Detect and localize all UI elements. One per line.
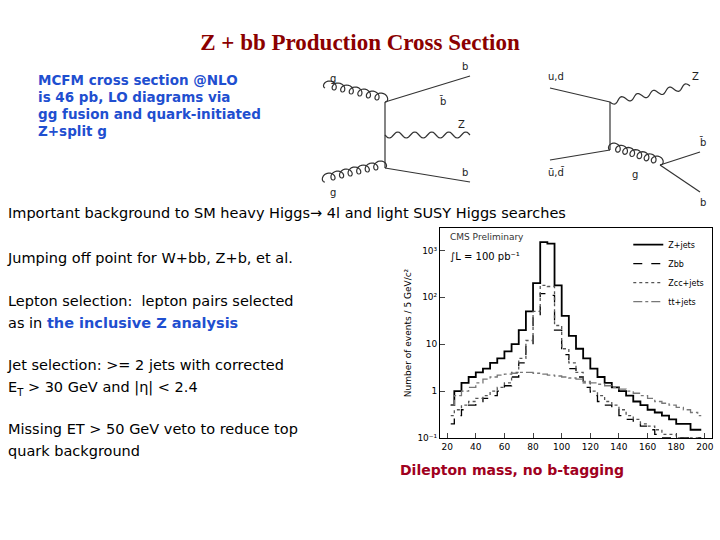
html-text:Z + bb Production Cross Sectio: Z + bb Production Cross Section xyxy=(200,30,520,55)
svg-text:g: g xyxy=(330,73,336,84)
svg-text:tt+jets: tt+jets xyxy=(668,298,695,307)
svg-text:b̄: b̄ xyxy=(700,136,707,148)
svg-text:ū,d̄: ū,d̄ xyxy=(548,166,564,178)
svg-text:∫L = 100 pb⁻¹: ∫L = 100 pb⁻¹ xyxy=(450,251,520,262)
svg-text:160: 160 xyxy=(639,442,656,452)
svg-text:10: 10 xyxy=(426,339,438,349)
svg-text:b: b xyxy=(462,61,468,72)
svg-text:Number of events / 5 GeV/c²: Number of events / 5 GeV/c² xyxy=(403,268,413,397)
svg-text:b: b xyxy=(462,167,468,178)
svg-text:60: 60 xyxy=(499,442,511,452)
svg-text:Z: Z xyxy=(458,119,465,130)
svg-text:Z+jets: Z+jets xyxy=(668,241,695,250)
svg-text:Zbb: Zbb xyxy=(668,260,684,269)
html-text:Jet selection: >= 2 jets with: Jet selection: >= 2 jets with corrected xyxy=(8,357,284,373)
html-text:quark background: quark background xyxy=(8,443,140,459)
svg-text:1: 1 xyxy=(431,386,437,396)
svg-text:b: b xyxy=(700,197,706,208)
html-text:Important background to SM hea: Important background to SM heavy Higgs→ … xyxy=(8,205,566,221)
svg-text:40: 40 xyxy=(470,442,482,452)
svg-text:g: g xyxy=(330,187,336,198)
svg-text:b̄: b̄ xyxy=(440,95,447,107)
svg-text:140: 140 xyxy=(610,442,627,452)
svg-text:20: 20 xyxy=(441,442,453,452)
svg-text:u,d: u,d xyxy=(548,71,564,82)
svg-text:10⁻¹: 10⁻¹ xyxy=(417,433,437,443)
html-text:MCFM cross section @NLO is 46: MCFM cross section @NLO is 46 pb, LO dia… xyxy=(38,72,261,139)
svg-text:10³: 10³ xyxy=(422,246,437,256)
html-text:Dilepton mass, no b-tagging: Dilepton mass, no b-tagging xyxy=(400,462,624,478)
svg-text:g: g xyxy=(632,169,638,180)
svg-text:Z: Z xyxy=(692,71,699,82)
html-text:ET> 30 GeV and |η| < 2.4: ET> 30 GeV and |η| < 2.4 xyxy=(8,379,198,398)
svg-text:80: 80 xyxy=(527,442,539,452)
svg-text:10²: 10² xyxy=(422,292,437,302)
svg-text:120: 120 xyxy=(582,442,599,452)
html-text:Missing ET > 50 GeV veto to re: Missing ET > 50 GeV veto to reduce top xyxy=(8,421,298,437)
html-text:Lepton selection: lepton pairs: Lepton selection: lepton pairs selected xyxy=(8,293,294,309)
html-text:Jumping off point for W+bb, Z+: Jumping off point for W+bb, Z+b, et al. xyxy=(8,250,293,266)
svg-text:CMS Preliminary: CMS Preliminary xyxy=(450,232,524,242)
svg-text:180: 180 xyxy=(668,442,685,452)
svg-text:Zcc+jets: Zcc+jets xyxy=(668,279,703,288)
svg-text:100: 100 xyxy=(553,442,570,452)
html-text:as in the inclusive Z analysis: as in the inclusive Z analysis xyxy=(8,315,239,331)
svg-text:200: 200 xyxy=(696,442,713,452)
